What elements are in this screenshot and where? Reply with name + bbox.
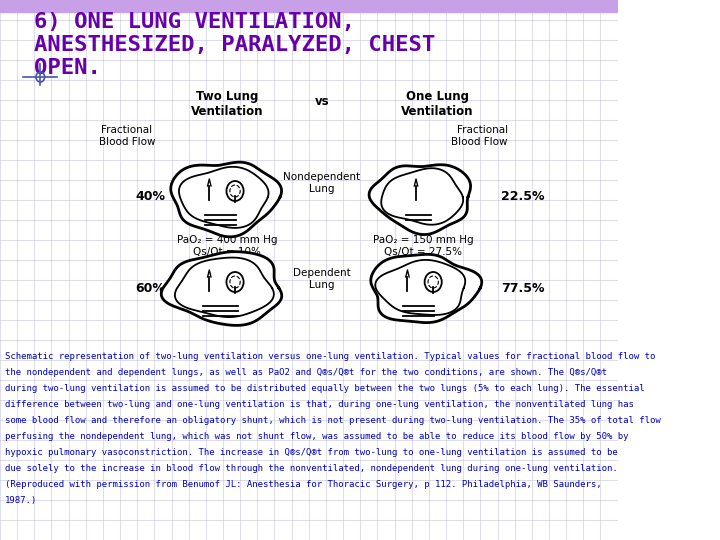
Text: 1987.): 1987.) bbox=[5, 496, 37, 505]
Polygon shape bbox=[171, 162, 282, 237]
Bar bbox=[0, 0, 618, 12]
Text: (Reproduced with permission from Benumof JL: Anesthesia for Thoracic Surgery, p : (Reproduced with permission from Benumof… bbox=[5, 480, 602, 489]
Text: PaO₂ = 150 mm Hg
Qs/Qt = 27.5%: PaO₂ = 150 mm Hg Qs/Qt = 27.5% bbox=[372, 235, 473, 256]
Text: Dependent
Lung: Dependent Lung bbox=[293, 268, 351, 289]
Circle shape bbox=[227, 272, 243, 292]
Text: hypoxic pulmonary vasoconstriction. The increase in Q®s/Q®t from two-lung to one: hypoxic pulmonary vasoconstriction. The … bbox=[5, 448, 618, 457]
Text: One Lung
Ventilation: One Lung Ventilation bbox=[401, 90, 474, 118]
Text: 22.5%: 22.5% bbox=[502, 191, 545, 204]
Text: PaO₂ = 400 mm Hg
Qs/Qt = 10%: PaO₂ = 400 mm Hg Qs/Qt = 10% bbox=[177, 235, 278, 256]
Text: Schematic representation of two-lung ventilation versus one-lung ventilation. Ty: Schematic representation of two-lung ven… bbox=[5, 352, 655, 361]
Polygon shape bbox=[369, 165, 471, 234]
Text: perfusing the nondependent lung, which was not shunt flow, was assumed to be abl: perfusing the nondependent lung, which w… bbox=[5, 432, 629, 441]
Text: difference between two-lung and one-lung ventilation is that, during one-lung ve: difference between two-lung and one-lung… bbox=[5, 400, 634, 409]
Polygon shape bbox=[371, 254, 482, 322]
Circle shape bbox=[227, 181, 243, 201]
Text: due solely to the increase in blood flow through the nonventilated, nondependent: due solely to the increase in blood flow… bbox=[5, 464, 618, 473]
Text: Fractional
Blood Flow: Fractional Blood Flow bbox=[99, 125, 156, 146]
Text: 77.5%: 77.5% bbox=[502, 281, 545, 294]
Text: 60%: 60% bbox=[135, 281, 165, 294]
Text: ANESTHESIZED, PARALYZED, CHEST: ANESTHESIZED, PARALYZED, CHEST bbox=[35, 35, 436, 55]
Text: the nondependent and dependent lungs, as well as PaO2 and Q®s/Q®t for the two co: the nondependent and dependent lungs, as… bbox=[5, 368, 607, 377]
Text: OPEN.: OPEN. bbox=[35, 58, 102, 78]
Polygon shape bbox=[161, 252, 282, 326]
Text: Two Lung
Ventilation: Two Lung Ventilation bbox=[191, 90, 264, 118]
Text: Fractional
Blood Flow: Fractional Blood Flow bbox=[451, 125, 508, 146]
Text: 6) ONE LUNG VENTILATION,: 6) ONE LUNG VENTILATION, bbox=[35, 12, 355, 32]
Text: 40%: 40% bbox=[135, 191, 165, 204]
Text: Nondependent
Lung: Nondependent Lung bbox=[283, 172, 360, 194]
Text: some blood flow and therefore an obligatory shunt, which is not present during t: some blood flow and therefore an obligat… bbox=[5, 416, 661, 425]
Text: vs: vs bbox=[315, 95, 329, 108]
Circle shape bbox=[425, 272, 442, 292]
Text: during two-lung ventilation is assumed to be distributed equally between the two: during two-lung ventilation is assumed t… bbox=[5, 384, 645, 393]
